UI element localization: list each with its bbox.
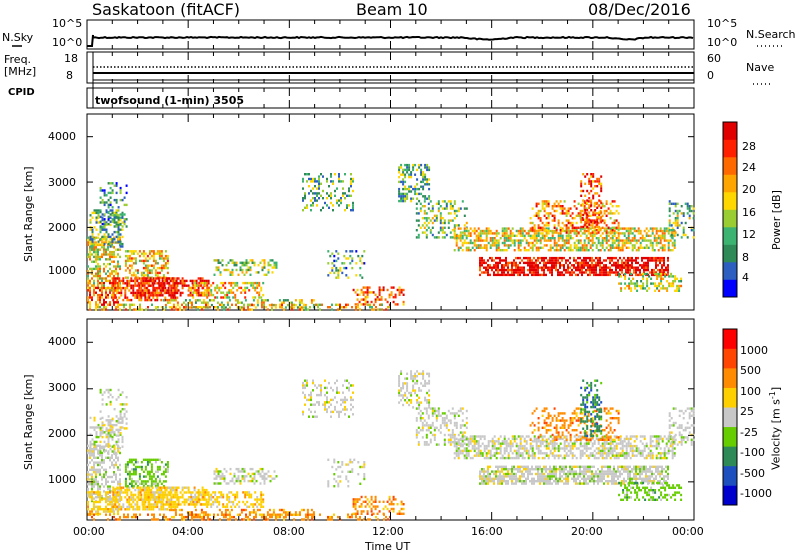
power-colorbar-swatch [723, 227, 737, 245]
velocity-colorbar-swatch [723, 348, 737, 369]
xlabel: Time UT [365, 540, 411, 553]
beam-title: Beam 10 [356, 0, 428, 19]
power-colorbar-frame [722, 121, 738, 298]
velocity-colorbar-swatch [723, 446, 737, 467]
panel-frame-power [86, 113, 695, 311]
xtick-0400: 04:00 [172, 525, 204, 538]
power-colorbar-swatch [723, 139, 737, 158]
velocity-colorbar-swatch [723, 368, 737, 388]
nave-tick-low: 0 [707, 69, 714, 82]
power-cbar-label: Power [dB] [770, 190, 783, 250]
xtick-1600: 16:00 [471, 525, 503, 538]
power-colorbar-swatch [723, 192, 737, 210]
velocity-colorbar-swatch [723, 465, 737, 486]
power-ytick-3000: 3000 [48, 176, 76, 189]
velocity-cbar-tick-neg100: -100 [740, 446, 765, 459]
velocity-cbar-label: Velocity [m s-1] [768, 386, 783, 470]
power-cbar-tick-4: 4 [742, 271, 749, 284]
power-colorbar-swatch [723, 209, 737, 228]
freq-tick-high: 18 [64, 52, 78, 65]
cpid-label: CPID [8, 87, 35, 98]
power-colorbar-swatch [723, 157, 737, 175]
power-cbar-tick-16: 16 [742, 206, 756, 219]
power-cbar-tick-28: 28 [742, 140, 756, 153]
data-layer [87, 34, 695, 521]
velocity-ytick-4000: 4000 [48, 335, 76, 348]
velocity-cbar-tick-100: 100 [740, 385, 761, 398]
velocity-colorbar-swatch [723, 407, 737, 428]
freq-label: Freq. [4, 53, 32, 66]
velocity-cbar-tick-neg500: -500 [740, 467, 765, 480]
nsky-line [87, 34, 694, 47]
xtick-2400: 00:00 [672, 525, 704, 538]
velocity-colorbar [722, 328, 738, 506]
xtick-1200: 12:00 [372, 525, 404, 538]
velocity-colorbar-swatch [723, 387, 737, 408]
velocity-colorbar-swatch [723, 426, 737, 447]
velocity-cbar-tick-25: 25 [740, 405, 754, 418]
velocity-ylabel: Slant Range [km] [22, 374, 35, 470]
power-cbar-tick-12: 12 [742, 228, 756, 241]
power-ylabel: Slant Range [km] [22, 166, 35, 262]
power-colorbar-swatch [723, 262, 737, 280]
power-colorbar [722, 121, 738, 298]
power-ytick-2000: 2000 [48, 221, 76, 234]
power-colorbar-swatch [723, 279, 737, 298]
nave-tick-high: 60 [707, 52, 721, 65]
station-title: Saskatoon (fitACF) [92, 0, 241, 19]
nave-label: Nave [746, 61, 775, 74]
velocity-cbar-tick-neg25: -25 [740, 426, 758, 439]
power-ytick-4000: 4000 [48, 130, 76, 143]
velocity-ytick-1000: 1000 [48, 473, 76, 486]
velocity-heatmap-cells [87, 370, 695, 521]
nsky-tick-low: 10^0 [52, 36, 83, 49]
velocity-colorbar-frame [722, 328, 738, 506]
power-colorbar-swatch [723, 244, 737, 263]
nsearch-tick-low: 10^0 [707, 36, 738, 49]
velocity-ytick-2000: 2000 [48, 427, 76, 440]
panel-frame-vel [86, 318, 695, 521]
date-title: 08/Dec/2016 [588, 0, 691, 19]
power-heatmap-cells [87, 163, 695, 311]
velocity-cbar-tick-500: 500 [740, 364, 761, 377]
power-ytick-1000: 1000 [48, 264, 76, 277]
velocity-ytick-3000: 3000 [48, 381, 76, 394]
freq-tick-low: 8 [66, 69, 73, 82]
xtick-2000: 20:00 [571, 525, 603, 538]
power-cbar-tick-8: 8 [742, 251, 749, 264]
program-label: twofsound (1-min) 3505 [95, 94, 245, 107]
freq-unit-label: [MHz] [4, 65, 37, 78]
velocity-colorbar-swatch [723, 329, 737, 349]
power-colorbar-swatch [723, 122, 737, 140]
xtick-0000: 00:00 [73, 525, 105, 538]
nsearch-tick-high: 10^5 [707, 17, 738, 30]
velocity-cbar-tick-neg1000: -1000 [740, 487, 772, 500]
power-colorbar-swatch [723, 174, 737, 193]
axes-layer [12, 20, 785, 520]
xtick-0800: 08:00 [273, 525, 305, 538]
nsearch-label: N.Search [746, 28, 796, 41]
velocity-cbar-tick-1000: 1000 [740, 344, 768, 357]
power-cbar-tick-20: 20 [742, 183, 756, 196]
nsky-tick-high: 10^5 [52, 17, 83, 30]
nsky-label: N.Sky [2, 31, 34, 44]
velocity-colorbar-swatch [723, 485, 737, 506]
power-cbar-tick-24: 24 [742, 161, 756, 174]
